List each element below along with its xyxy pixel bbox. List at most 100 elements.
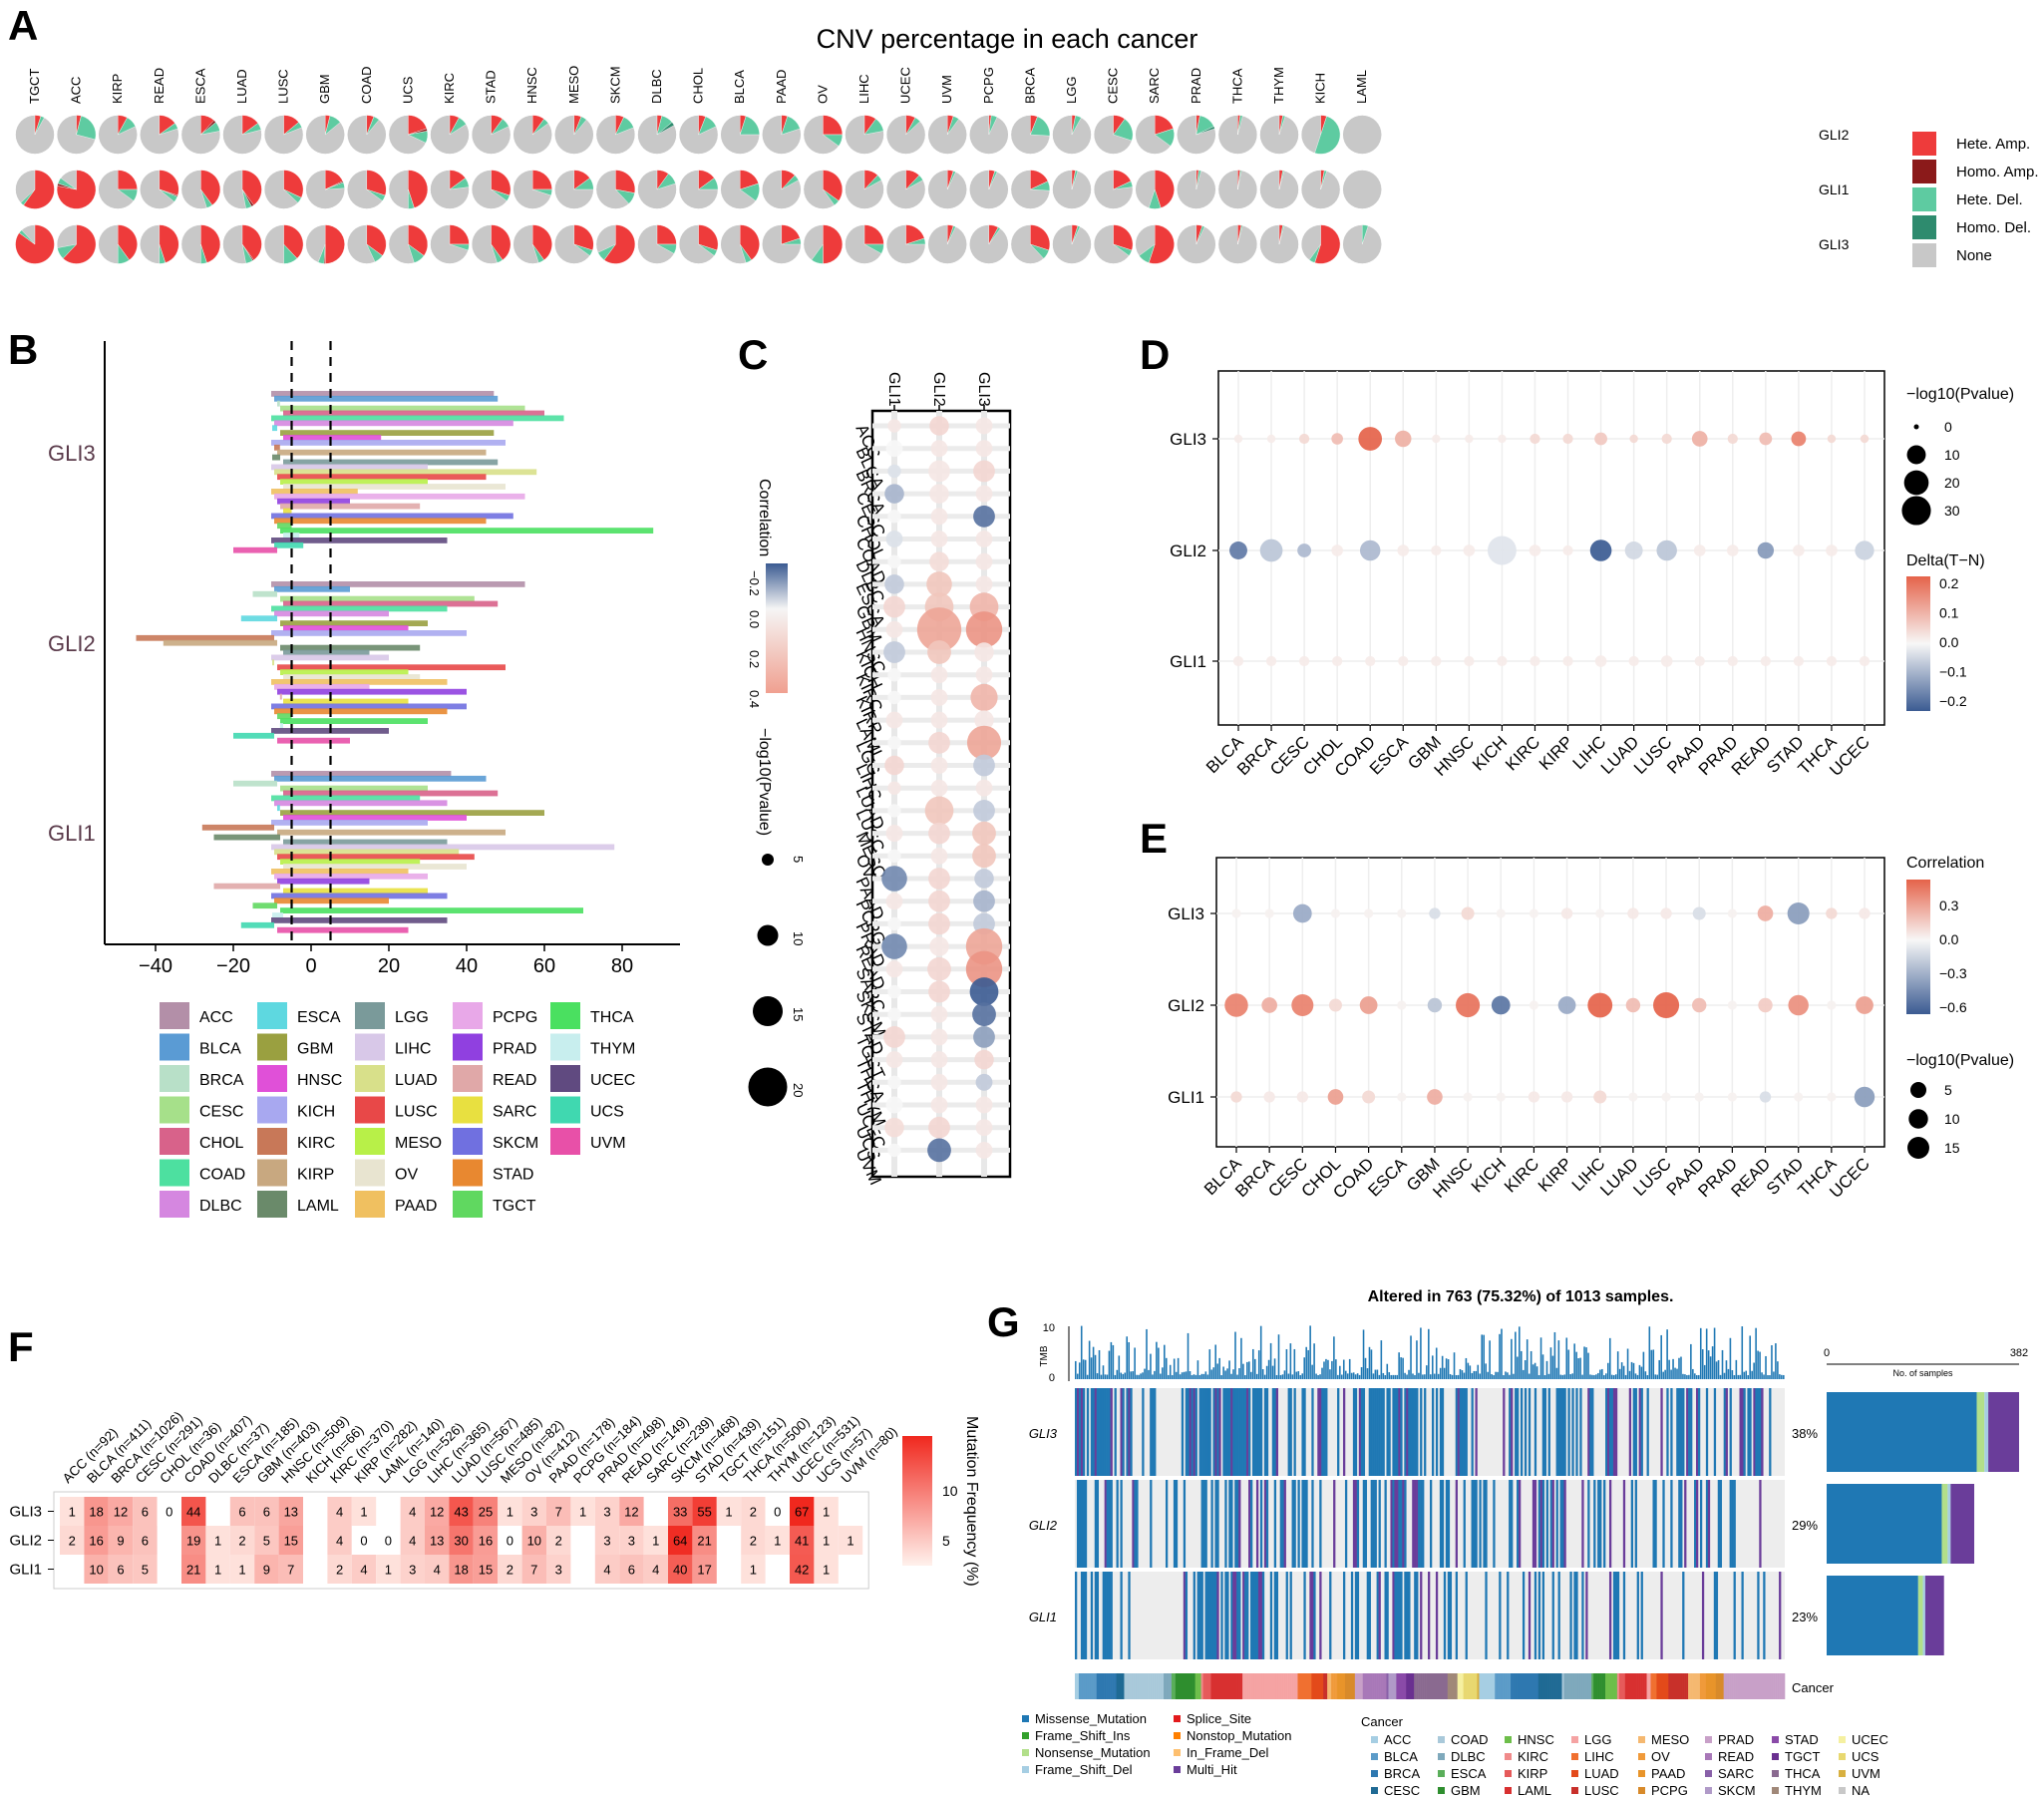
- pie-slice-hete-del: [656, 243, 677, 254]
- panel-b-legend-swatch: [355, 1065, 385, 1092]
- bubble-GLI2-BLCA: [1224, 993, 1248, 1017]
- panel-g-cancer-annotation-cell: [1605, 1673, 1608, 1699]
- panel-g-mutation-cell: [1122, 1388, 1125, 1476]
- panel-g-mutation-cell: [1319, 1388, 1322, 1476]
- panel-g-cancer-annotation-cell: [1630, 1673, 1634, 1699]
- panel-g-cancer-legend-swatch: [1371, 1787, 1378, 1794]
- panel-g-tmb-bar: [1711, 1346, 1714, 1379]
- panel-g-cancer-annotation-cell: [1342, 1673, 1346, 1699]
- panel-g-tmb-bar: [1684, 1374, 1686, 1379]
- panel-g-mutation-cell: [1185, 1572, 1189, 1659]
- panel-g-tmb-bar: [1185, 1371, 1188, 1379]
- panel-a-cancer-label: COAD: [359, 66, 374, 104]
- bubble-GLI3-HNSC: [1465, 434, 1474, 444]
- panel-g-tmb-bar: [1433, 1373, 1436, 1379]
- panel-f-cell-value: 6: [117, 1563, 124, 1578]
- panel-g-cancer-annotation-cell: [1719, 1673, 1723, 1699]
- panel-g-variant-legend-swatch: [1022, 1766, 1029, 1773]
- panel-g-mutation-cell: [1608, 1388, 1612, 1476]
- panel-g-cancer-annotation-cell: [1477, 1673, 1480, 1699]
- panel-f-cell: [619, 1555, 644, 1584]
- panel-g-mutation-cell: [1581, 1480, 1584, 1568]
- bar-GLI3-DLBC: [274, 420, 513, 427]
- panel-g-cancer-annotation-cell: [1723, 1673, 1726, 1699]
- panel-g-cancer-legend-swatch: [1638, 1787, 1645, 1794]
- panel-f-cell: [327, 1555, 352, 1584]
- pie-slice-homo-del: [1195, 126, 1215, 136]
- bubble-GLI2-STAD: [1788, 994, 1809, 1016]
- panel-b-legend-swatch: [257, 1191, 287, 1218]
- panel-g-cancer-annotation-cell: [1226, 1673, 1229, 1699]
- panel-g-cancer-legend-label: READ: [1718, 1749, 1754, 1764]
- panel-g-cancer-annotation-cell: [1503, 1673, 1506, 1699]
- panel-g-tmb-bar: [1346, 1373, 1349, 1379]
- panel-g-cancer-legend-label: LIHC: [1584, 1749, 1614, 1764]
- panel-g-mutation-cell: [1699, 1480, 1703, 1568]
- panel-g-cancer-annotation-cell: [1530, 1673, 1533, 1699]
- panel-g-mutation-cell: [1532, 1480, 1535, 1568]
- panel-g-cancer-annotation-cell: [1279, 1673, 1282, 1699]
- panel-g-cancer-annotation-cell: [1222, 1673, 1225, 1699]
- panel-g-tmb-tick: 0: [1049, 1372, 1055, 1384]
- panel-f-cell: [108, 1497, 134, 1526]
- panel-g-mutation-cell: [1435, 1388, 1439, 1476]
- panel-g-cancer-annotation-cell: [1765, 1673, 1768, 1699]
- panel-g-tmb-bar: [1435, 1347, 1438, 1379]
- panel-g-tmb-bar: [1557, 1340, 1560, 1379]
- pie-slice-hete-amp: [325, 224, 345, 264]
- panel-g-cancer-annotation-cell: [1608, 1673, 1612, 1699]
- panel-g-mutation-cell: [1634, 1388, 1637, 1476]
- panel-f-cell: [278, 1526, 303, 1555]
- cancer-tick-label: ESCA: [1364, 1154, 1411, 1201]
- panel-g-cancer-annotation-cell: [1283, 1673, 1286, 1699]
- panel-g-cancer-annotation-cell: [1424, 1673, 1427, 1699]
- panel-g-mutation-cell: [1404, 1572, 1407, 1659]
- panel-a-legend-swatch: [1912, 243, 1936, 267]
- panel-f-cell-value: 2: [555, 1534, 562, 1549]
- panel-g-cancer-annotation-cell: [1191, 1673, 1193, 1699]
- pie-slice-hete-amp: [200, 224, 221, 263]
- bar-GLI2-PAAD: [271, 679, 448, 685]
- panel-g-mutation-cell: [1414, 1480, 1417, 1568]
- bubble-GLI2-READ: [1757, 541, 1775, 559]
- cancer-tick-label: KIRC: [1502, 732, 1543, 774]
- panel-b-x-tick-label: 40: [456, 955, 478, 977]
- panel-d-size-legend-label: 20: [1944, 475, 1960, 491]
- bubble-GLI3-STAD: [1791, 431, 1807, 447]
- panel-g-tmb-bar: [1465, 1357, 1468, 1379]
- bar-GLI1-CHOL: [283, 790, 499, 797]
- bubble-GLI2-ESCA: [1397, 1000, 1407, 1010]
- panel-g-tmb-bar: [1291, 1374, 1294, 1379]
- panel-c-bubble-GLI1: [887, 419, 901, 433]
- panel-g-mutation-cell: [1362, 1480, 1366, 1568]
- panel-g-mutation-cell: [1212, 1572, 1215, 1659]
- panel-f-cell: [473, 1497, 499, 1526]
- panel-g-tmb-bar: [1134, 1347, 1136, 1379]
- bubble-GLI1-BRCA: [1263, 1091, 1275, 1103]
- panel-f-cell: [449, 1526, 474, 1555]
- panel-g-cancer-annotation-cell: [1646, 1673, 1649, 1699]
- panel-f-cell: [133, 1526, 158, 1555]
- panel-g-tmb-bar: [1086, 1374, 1089, 1379]
- panel-g-cancer-annotation-cell: [1412, 1673, 1415, 1699]
- panel-g-cancer-annotation-cell: [1467, 1673, 1470, 1699]
- panel-g-tmb-bar: [1428, 1328, 1430, 1379]
- panel-g-tmb-bar: [1232, 1369, 1234, 1379]
- panel-g-tmb-bar: [1583, 1346, 1585, 1379]
- panel-g-tmb-bar: [1356, 1373, 1359, 1379]
- panel-g-cancer-annotation-cell: [1626, 1673, 1630, 1699]
- panel-g-cancer-annotation-cell: [1697, 1673, 1701, 1699]
- panel-g-mutation-cell: [1400, 1480, 1403, 1568]
- panel-e-color-tick: 0.0: [1939, 931, 1959, 947]
- bar-GLI2-SARC: [283, 698, 409, 705]
- panel-g-mutation-cell: [1418, 1480, 1421, 1568]
- panel-c-bubble-GLI3: [972, 1002, 996, 1027]
- panel-g-cancer-annotation-cell: [1210, 1673, 1213, 1699]
- panel-g-cancer-annotation-cell: [1656, 1673, 1659, 1699]
- panel-g-tmb-bar: [1678, 1357, 1680, 1379]
- panel-g-tmb-bar: [1589, 1374, 1591, 1379]
- pie-slice-hete-del: [283, 122, 302, 136]
- panel-f-cell: [229, 1526, 255, 1555]
- panel-g-tmb-bar: [1587, 1352, 1589, 1379]
- panel-g-mutation-cell: [1240, 1388, 1243, 1476]
